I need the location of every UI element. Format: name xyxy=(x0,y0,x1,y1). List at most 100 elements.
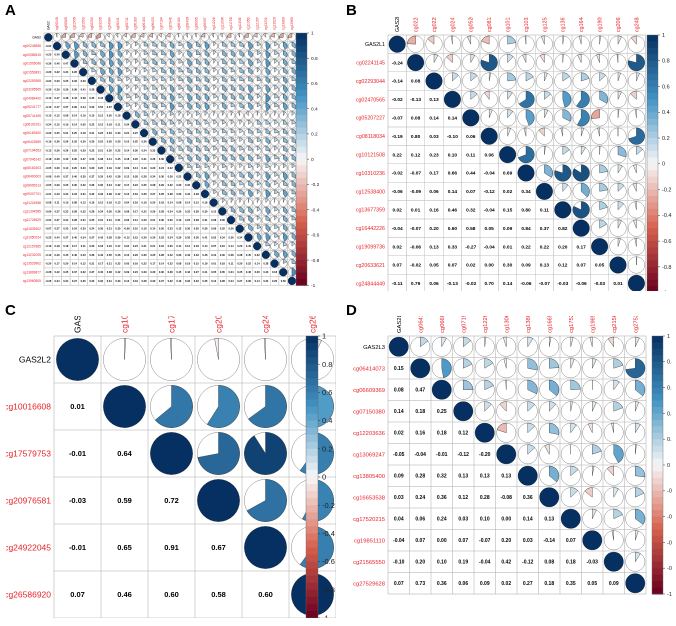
a-colorbar-step xyxy=(296,77,307,84)
a-coef-label: 0.27 xyxy=(72,279,78,283)
a-colorbar-step xyxy=(296,165,307,173)
d-colorbar-label: 0.4 xyxy=(667,411,672,417)
a-coef-label: -0.25 xyxy=(45,235,51,239)
b-pie-slice xyxy=(489,72,491,82)
a-pie-slice xyxy=(265,137,270,145)
a-pie-slice xyxy=(283,137,288,144)
a-coef-label: 0.20 xyxy=(176,209,182,213)
a-coef-label: 0.08 xyxy=(211,218,217,222)
b-pie-slice xyxy=(578,35,582,45)
a-pie-slice xyxy=(79,33,84,38)
a-coef-label: 0.16 xyxy=(159,244,165,248)
a-coef-label: 0.11 xyxy=(115,122,120,126)
a-coef-label: -0.21 xyxy=(45,192,51,196)
b-coef-label: -0.11 xyxy=(392,281,403,287)
a-pie-slice xyxy=(135,41,139,47)
a-diag-pie xyxy=(279,268,288,277)
a-pie-slice xyxy=(222,102,227,110)
a-coef-label: 0.32 xyxy=(55,70,61,74)
a-coef-label: 0.30 xyxy=(72,157,78,161)
a-pie-slice xyxy=(169,68,175,76)
a-coef-label: 0.24 xyxy=(142,148,148,152)
a-col-label: cg06162011 xyxy=(134,17,138,30)
a-pie-slice xyxy=(109,50,114,59)
d-colorbar-label: -1 xyxy=(667,592,672,598)
a-pie-slice xyxy=(187,155,192,162)
a-pie-slice xyxy=(204,155,210,163)
d-col-label: cg17520215 xyxy=(569,316,575,333)
d-coef-label: 0.14 xyxy=(523,517,533,523)
a-colorbar-step xyxy=(296,33,307,40)
a-coef-label: 0.35 xyxy=(98,174,104,178)
c-coef-label: 0.91 xyxy=(164,543,179,552)
a-pie-slice xyxy=(230,120,235,125)
a-coef-label: 0.18 xyxy=(115,114,121,118)
a-coef-label: 0.40 xyxy=(98,270,104,274)
a-diag-pie xyxy=(139,128,149,138)
a-coef-label: 0.24 xyxy=(72,227,78,231)
c-colorbar-label: 0.4 xyxy=(322,416,332,425)
b-pie-slice xyxy=(572,164,590,182)
c-coef-label: -0.03 xyxy=(69,496,86,505)
a-coef-label: 0.07 xyxy=(211,244,217,248)
a-coef-label: 0.25 xyxy=(55,131,61,135)
c-colorbar-step xyxy=(306,512,318,520)
a-pie-slice xyxy=(135,85,139,91)
a-coef-label: 0.14 xyxy=(185,244,191,248)
c-pie-slice xyxy=(248,385,287,428)
a-pie-slice xyxy=(291,155,297,162)
a-coef-label: 0.30 xyxy=(202,209,208,213)
a-coef-label: 0.05 xyxy=(124,261,130,265)
a-coef-label: 0.19 xyxy=(202,261,208,265)
a-pie-slice xyxy=(222,59,227,65)
a-coef-label: 0.28 xyxy=(194,218,200,222)
a-diag-pie xyxy=(96,85,105,94)
b-colorbar-step xyxy=(647,170,658,178)
a-coef-label: 0.30 xyxy=(150,279,156,283)
a-col-label: cg06183400 xyxy=(142,17,146,30)
a-coef-label: 0.22 xyxy=(176,183,182,187)
a-coef-label: 0.14 xyxy=(202,244,208,248)
a-pie-slice xyxy=(204,85,210,92)
a-pie-slice xyxy=(274,41,279,47)
a-colorbar-step xyxy=(296,209,307,217)
a-coef-label: 0.36 xyxy=(246,279,252,283)
a-pie-slice xyxy=(291,102,297,110)
d-pie-slice xyxy=(484,379,494,391)
a-coef-label: 0.33 xyxy=(115,279,121,283)
b-pie-slice xyxy=(577,54,582,63)
a-pie-slice xyxy=(283,85,288,93)
a-pie-slice xyxy=(100,41,105,48)
a-coef-label: 0.18 xyxy=(124,157,130,161)
a-pie-slice xyxy=(204,137,210,143)
a-coef-label: 0.35 xyxy=(185,235,191,239)
c-colorbar-step xyxy=(306,498,318,506)
a-pie-slice xyxy=(161,102,166,108)
d-colorbar-step xyxy=(652,523,663,530)
a-coef-label: 0.46 xyxy=(55,61,61,65)
a-coef-label: 0.14 xyxy=(133,166,139,170)
a-pie-slice xyxy=(291,85,297,92)
d-diag-pie xyxy=(517,465,538,486)
d-pie-slice xyxy=(527,336,534,348)
b-pie-slice xyxy=(634,238,637,247)
a-coef-label: 0.38 xyxy=(81,96,87,100)
b-coef-label: -0.03 xyxy=(557,281,568,287)
d-pie-slice xyxy=(611,530,614,541)
a-pie-slice xyxy=(213,155,217,160)
a-diag-pie xyxy=(105,94,114,103)
a-row-label: cg08181603 xyxy=(23,166,41,170)
d-pie-slice xyxy=(592,401,597,412)
c-diag-pie xyxy=(244,526,287,569)
b-colorbar-step xyxy=(647,86,658,94)
a-pie-slice xyxy=(91,41,96,49)
a-coef-label: 0.21 xyxy=(107,261,113,265)
a-coef-label: 0.33 xyxy=(63,227,69,231)
b-pie-slice xyxy=(562,54,564,63)
a-col-label: cg01553891 xyxy=(81,17,85,30)
a-pie-slice xyxy=(248,68,253,75)
a-colorbar-step xyxy=(296,184,307,192)
b-colorbar-step xyxy=(647,138,658,145)
b-colorbar-step xyxy=(647,189,658,197)
a-coef-label: 0.20 xyxy=(55,166,61,170)
